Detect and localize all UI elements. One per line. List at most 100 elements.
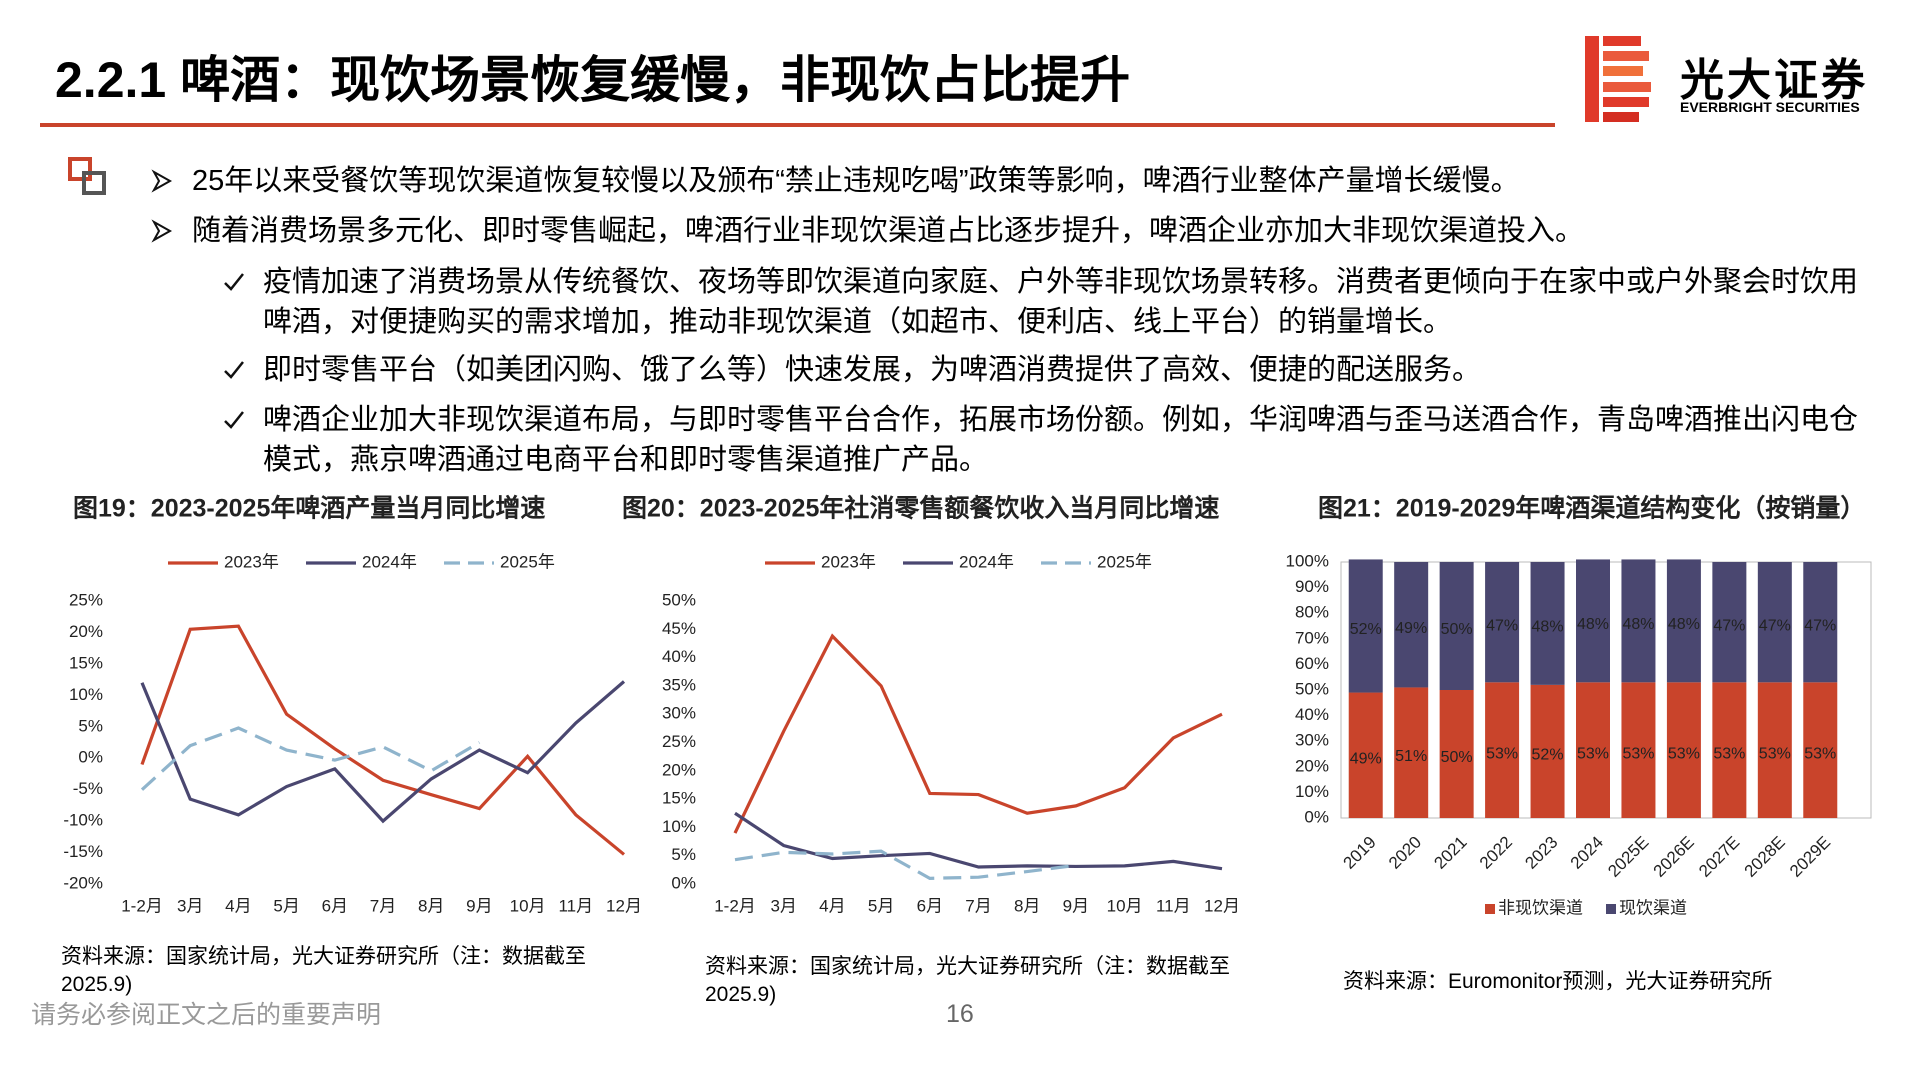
bar-value-label: 53%	[1759, 745, 1791, 762]
bar-value-label: 50%	[1441, 621, 1473, 638]
legend-label: 2024年	[362, 552, 417, 571]
bar-segment	[1712, 682, 1747, 818]
bar-segment	[1439, 690, 1474, 818]
chart-title: 图19：2023-2025年啤酒产量当月同比增速	[73, 494, 545, 523]
bar-value-label: 47%	[1713, 617, 1745, 634]
bullet-text: 25年以来受餐饮等现饮渠道恢复较慢以及颁布“禁止违规吃喝”政策等影响，啤酒行业整…	[192, 165, 1520, 197]
y-tick-label: 30%	[662, 704, 696, 723]
x-tick-label: 9月	[466, 896, 492, 915]
series-line	[734, 811, 1223, 871]
x-tick-label: 1-2月	[714, 896, 756, 915]
y-tick-label: 20%	[662, 760, 696, 779]
bar-segment	[1576, 682, 1610, 818]
bar-segment	[1530, 562, 1565, 685]
bar-value-label: 52%	[1350, 621, 1382, 638]
bar-value-label: 48%	[1577, 616, 1609, 633]
bar-value-label: 50%	[1441, 749, 1473, 766]
x-tick-label: 2021	[1430, 833, 1470, 873]
bar-segment	[1348, 559, 1383, 693]
y-tick-label: 10%	[69, 685, 103, 704]
bar-value-label: 53%	[1713, 745, 1745, 762]
bar-segment	[1666, 559, 1701, 683]
x-tick-label: 2019	[1340, 833, 1380, 873]
page-number: 16	[946, 1000, 974, 1028]
bar-segment	[1576, 559, 1610, 683]
x-tick-label: 8月	[418, 896, 444, 915]
bar-segment	[1485, 562, 1520, 683]
y-tick-label: 35%	[662, 675, 696, 694]
y-tick-label: 15%	[662, 789, 696, 808]
y-tick-label: 50%	[1295, 679, 1329, 698]
arrow-marker	[151, 169, 173, 193]
series-line	[734, 849, 1077, 880]
y-tick-label: 70%	[1295, 628, 1329, 647]
chart-title: 图21：2019-2029年啤酒渠道结构变化（按销量）	[1318, 494, 1865, 523]
bar-segment	[1439, 562, 1474, 690]
y-tick-label: 30%	[1295, 731, 1329, 750]
chart-source: 资料来源：国家统计局，光大证券研究所（注：数据截至2025.9)	[61, 945, 586, 996]
y-tick-label: 90%	[1295, 577, 1329, 596]
y-tick-label: -10%	[63, 811, 103, 830]
y-tick-label: -15%	[63, 842, 103, 861]
chart-source: 资料来源：国家统计局，光大证券研究所（注：数据截至2025.9)	[705, 955, 1230, 1006]
y-tick-label: 80%	[1295, 603, 1329, 622]
y-tick-label: 25%	[69, 590, 103, 609]
x-tick-label: 11月	[558, 896, 593, 915]
x-tick-label: 2027E	[1695, 833, 1743, 881]
y-tick-label: 5%	[671, 845, 696, 864]
check-marker	[224, 411, 244, 429]
y-tick-label: 10%	[1295, 782, 1329, 801]
legend-swatch	[1606, 904, 1616, 914]
y-tick-label: 25%	[662, 732, 696, 751]
x-tick-label: 6月	[322, 896, 348, 915]
y-tick-label: -20%	[63, 873, 103, 892]
legend-label: 现饮渠道	[1619, 898, 1687, 917]
disclaimer: 请务必参阅正文之后的重要声明	[31, 1001, 382, 1029]
x-tick-label: 8月	[1014, 896, 1040, 915]
title-rule	[40, 123, 1555, 127]
bar-segment	[1757, 562, 1792, 683]
x-tick-label: 3月	[177, 896, 203, 915]
y-tick-label: 100%	[1286, 551, 1329, 570]
bar-value-label: 53%	[1622, 745, 1654, 762]
x-tick-label: 2020	[1385, 833, 1425, 873]
logo-name: 光大证券	[1680, 56, 1868, 105]
legend-swatch	[1485, 904, 1495, 914]
x-tick-label: 10月	[1107, 896, 1143, 915]
bar-value-label: 47%	[1759, 617, 1791, 634]
series-line	[140, 624, 626, 856]
y-tick-label: 15%	[69, 653, 103, 672]
slide-title: 2.2.1 啤酒：现饮场景恢复缓慢，非现饮占比提升	[55, 52, 1131, 108]
bar-value-label: 48%	[1622, 616, 1654, 633]
y-tick-label: 40%	[1295, 705, 1329, 724]
y-tick-label: 0%	[1304, 807, 1329, 826]
arrow-marker	[151, 219, 173, 243]
check-marker	[224, 273, 244, 291]
series-line	[733, 633, 1223, 834]
x-tick-label: 3月	[770, 896, 796, 915]
bar-value-label: 49%	[1395, 620, 1427, 637]
y-tick-label: 0%	[78, 748, 103, 767]
x-tick-label: 12月	[1204, 896, 1240, 915]
bar-value-label: 53%	[1577, 745, 1609, 762]
y-tick-label: 60%	[1295, 654, 1329, 673]
x-tick-label: 5月	[273, 896, 299, 915]
x-tick-label: 7月	[370, 896, 396, 915]
bar-value-label: 48%	[1532, 619, 1564, 636]
bar-value-label: 48%	[1668, 616, 1700, 633]
y-tick-label: -5%	[73, 779, 103, 798]
sub-bullet-text: 即时零售平台（如美团闪购、饿了么等）快速发展，为啤酒消费提供了高效、便捷的配送服…	[263, 354, 1482, 386]
x-tick-label: 10月	[510, 896, 546, 915]
bar-segment	[1394, 687, 1429, 818]
x-tick-label: 7月	[965, 896, 991, 915]
y-tick-label: 0%	[671, 873, 696, 892]
section-icon	[68, 157, 106, 195]
bar-value-label: 47%	[1804, 617, 1836, 634]
sub-bullet-text: 疫情加速了消费场景从传统餐饮、夜场等即饮渠道向家庭、户外等非现饮场景转移。消费者…	[263, 266, 1859, 338]
bar-value-label: 53%	[1668, 745, 1700, 762]
bar-value-label: 53%	[1804, 745, 1836, 762]
bar-value-label: 52%	[1532, 747, 1564, 764]
x-tick-label: 2022	[1476, 833, 1516, 873]
bar-segment	[1394, 562, 1429, 688]
